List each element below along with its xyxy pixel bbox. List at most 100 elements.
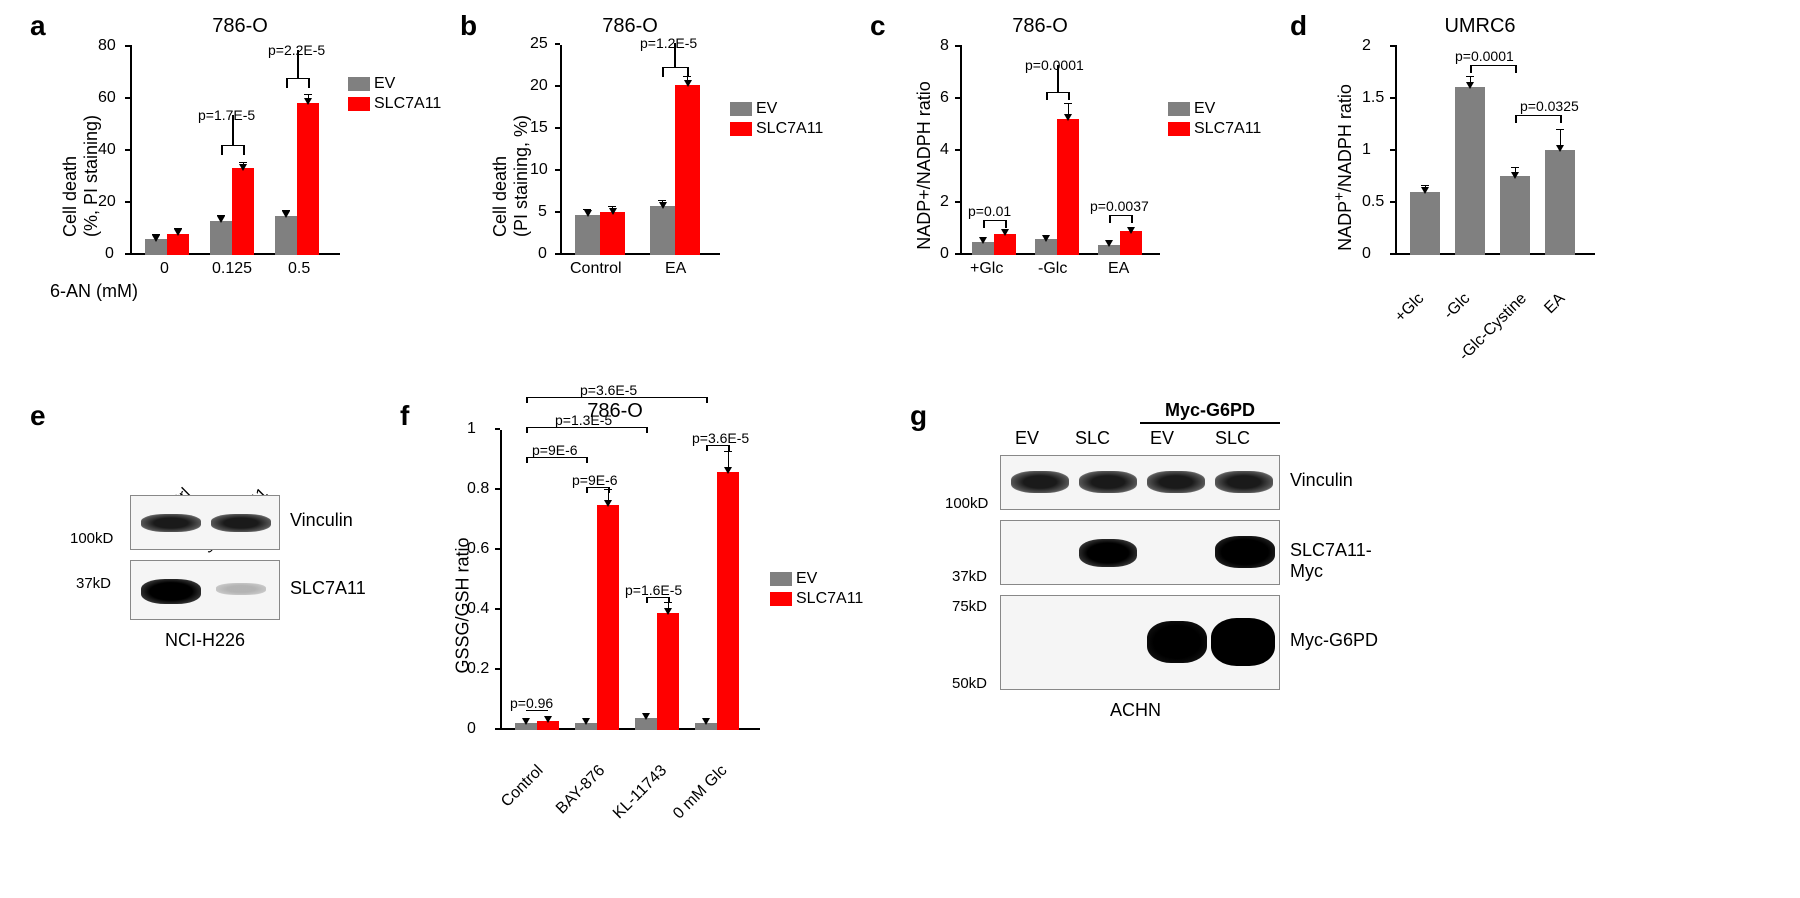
y-axis-label-d: NADP+/NADPH ratio xyxy=(1331,84,1356,251)
chart-title-a: 786-O xyxy=(160,15,320,38)
bar-slc xyxy=(232,168,254,255)
bar-slc xyxy=(657,613,679,730)
ytick: 20 xyxy=(98,193,116,211)
xtick: -Glc xyxy=(1441,290,1474,323)
bar-slc xyxy=(297,103,319,255)
lane-label: SLC xyxy=(1215,428,1250,449)
ytick: 0.5 xyxy=(1362,193,1384,211)
p-value: p=3.6E-5 xyxy=(580,382,637,398)
legend-a: EV SLC7A11 xyxy=(348,75,441,115)
chart-c: 0 2 4 6 8 p=0.01 p=0.0001 p=0.0037 +Glc … xyxy=(960,45,1160,255)
chart-d: 0 0.5 1 1.5 2 p=0.0001 p=0.0325 xyxy=(1395,45,1595,255)
panel-label-b: b xyxy=(460,10,477,42)
bar xyxy=(1410,192,1440,255)
ytick: 10 xyxy=(530,161,548,179)
bar-ev xyxy=(650,206,675,255)
p-value: p=0.0001 xyxy=(1025,57,1084,73)
ytick: 4 xyxy=(940,141,949,159)
marker: 100kD xyxy=(70,530,113,547)
legend-c: EV SLC7A11 xyxy=(1168,100,1261,140)
ytick: 0.6 xyxy=(467,540,489,558)
ytick: 1 xyxy=(467,420,476,438)
ytick: 1 xyxy=(1362,141,1371,159)
lane-label: EV xyxy=(1150,428,1174,449)
bar-ev xyxy=(210,221,232,255)
bar xyxy=(1455,87,1485,255)
xtick: 0 xyxy=(160,260,169,278)
bar xyxy=(1500,176,1530,255)
bar xyxy=(1545,150,1575,255)
bar-slc xyxy=(597,505,619,730)
panel-label-g: g xyxy=(910,400,927,432)
ytick: 40 xyxy=(98,141,116,159)
protein-label: Vinculin xyxy=(290,510,353,531)
lane-label: SLC xyxy=(1075,428,1110,449)
ytick: 2 xyxy=(940,193,949,211)
xtick: +Glc xyxy=(1392,290,1428,326)
legend-b: EV SLC7A11 xyxy=(730,100,823,140)
x-axis-label-a: 6-AN (mM) xyxy=(50,281,138,302)
xtick: +Glc xyxy=(970,260,1003,278)
ytick: 15 xyxy=(530,119,548,137)
ytick: 5 xyxy=(538,203,547,221)
chart-a: 0 20 40 60 80 p=1.7E-5 p=2.2E-5 0 0.125 … xyxy=(130,45,340,255)
y-axis-label-c: NADP+/NADPH ratio xyxy=(914,81,935,250)
chart-title-c: 786-O xyxy=(980,15,1100,38)
protein-label: Myc-G6PD xyxy=(1290,630,1378,651)
panel-label-d: d xyxy=(1290,10,1307,42)
xtick: 0 mM Glc xyxy=(670,762,731,823)
ytick: 60 xyxy=(98,89,116,107)
xtick: Control xyxy=(498,762,547,811)
bar-ev xyxy=(575,215,600,255)
panel-label-f: f xyxy=(400,400,409,432)
marker: 37kD xyxy=(76,575,111,592)
lane-label: EV xyxy=(1015,428,1039,449)
bar-slc xyxy=(1120,231,1142,255)
ytick: 0 xyxy=(1362,245,1371,263)
marker: 75kD xyxy=(952,598,987,615)
ytick: 20 xyxy=(530,77,548,95)
p-value: p=0.0001 xyxy=(1455,48,1514,64)
xtick: 0.125 xyxy=(212,260,252,278)
ytick: 0.8 xyxy=(467,480,489,498)
p-value: p=3.6E-5 xyxy=(692,430,749,446)
group-header: Myc-G6PD xyxy=(1140,400,1280,421)
ytick: 0 xyxy=(538,245,547,263)
ytick: 0 xyxy=(467,720,476,738)
panel-label-a: a xyxy=(30,10,46,42)
p-value: p=0.0037 xyxy=(1090,198,1149,214)
bar-ev xyxy=(275,216,297,255)
bar-slc xyxy=(994,234,1016,255)
bar-slc xyxy=(167,234,189,255)
p-value: p=0.0325 xyxy=(1520,98,1579,114)
p-value: p=0.96 xyxy=(510,695,553,711)
chart-title-d: UMRC6 xyxy=(1420,15,1540,38)
blot-g: Myc-G6PD EV SLC EV SLC 100kD Vinculin 37… xyxy=(960,400,1400,800)
p-value: p=1.2E-5 xyxy=(640,35,697,51)
ytick: 2 xyxy=(1362,37,1371,55)
p-value: p=9E-6 xyxy=(532,442,578,458)
p-value: p=1.7E-5 xyxy=(198,107,255,123)
bar-slc xyxy=(717,472,739,730)
cell-line: NCI-H226 xyxy=(165,630,245,651)
p-value: p=9E-6 xyxy=(572,472,618,488)
xtick: Control xyxy=(570,260,622,278)
blot-e: sgCtrl sgSLC7A11 100kD Vinculin 37kD SLC… xyxy=(100,430,360,710)
protein-label: SLC7A11 xyxy=(290,578,366,599)
ytick: 6 xyxy=(940,89,949,107)
marker: 50kD xyxy=(952,675,987,692)
p-value: p=1.6E-5 xyxy=(625,582,682,598)
protein-label: Vinculin xyxy=(1290,470,1353,491)
chart-f: 0 0.2 0.4 0.6 0.8 1 p=0.96 p=9E-6 p=1.6E… xyxy=(500,430,760,730)
xtick: EA xyxy=(665,260,686,278)
xtick: EA xyxy=(1108,260,1129,278)
ytick: 0 xyxy=(940,245,949,263)
y-axis-label-a: Cell death(%, PI staining) xyxy=(60,115,102,237)
xtick: 0.5 xyxy=(288,260,310,278)
marker: 37kD xyxy=(952,568,987,585)
xtick: BAY-876 xyxy=(553,762,609,818)
xtick: EA xyxy=(1541,290,1569,318)
marker: 100kD xyxy=(945,495,988,512)
ytick: 25 xyxy=(530,35,548,53)
bar-slc xyxy=(675,85,700,256)
